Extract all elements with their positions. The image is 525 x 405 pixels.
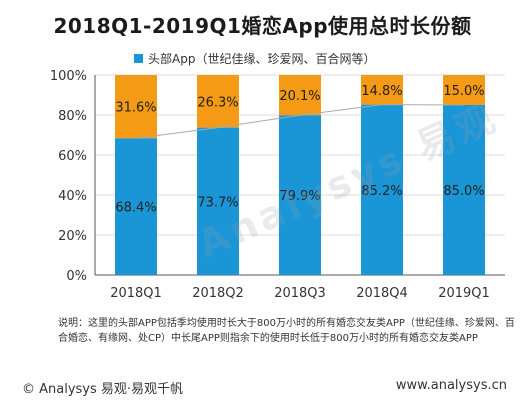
value-label-head: 68.4% (115, 201, 156, 216)
value-label-tail: 14.8% (361, 84, 402, 99)
value-label-head: 79.9% (279, 189, 320, 204)
y-tick-label: 40% (58, 189, 87, 204)
y-tick-label: 0% (66, 269, 87, 284)
bar-tail (361, 75, 403, 105)
x-tick-label: 2018Q4 (356, 286, 408, 301)
x-tick-label: 2019Q1 (438, 286, 490, 301)
stacked-bar-chart: 头部App（世纪佳缘、珍爱网、百合网等） 0%20%40%60%80%100% … (50, 51, 505, 301)
bar-head (115, 138, 157, 275)
legend: 头部App（世纪佳缘、珍爱网、百合网等） (134, 51, 375, 66)
footer-copyright: © Analysys 易观·易观千帆 (22, 382, 184, 397)
bar-head (361, 104, 403, 275)
bar-head (197, 127, 239, 275)
legend-swatch-head (134, 54, 143, 63)
x-axis: 2018Q1 2018Q2 2018Q3 2018Q4 2019Q1 (110, 286, 490, 301)
x-tick-label: 2018Q2 (192, 286, 244, 301)
value-label-head: 73.7% (197, 195, 238, 210)
x-tick-label: 2018Q1 (110, 286, 162, 301)
value-label-head: 85.0% (443, 184, 484, 199)
value-label-tail: 15.0% (443, 84, 484, 99)
bar-tail (443, 75, 485, 105)
y-tick-label: 80% (58, 109, 87, 124)
value-label-head: 85.2% (361, 184, 402, 199)
value-label-tail: 26.3% (197, 95, 238, 110)
bar-tail (115, 75, 157, 139)
bar-tail (279, 75, 321, 116)
value-label-tail: 20.1% (279, 89, 320, 104)
bar-tail (197, 75, 239, 128)
y-tick-label: 20% (58, 229, 87, 244)
y-axis: 0% 20% 40% 60% 80% 100% (50, 69, 505, 284)
bar-head (279, 115, 321, 275)
x-tick-label: 2018Q3 (274, 286, 326, 301)
legend-label-head: 头部App（世纪佳缘、珍爱网、百合网等） (148, 51, 375, 66)
value-label-tail: 31.6% (115, 101, 156, 116)
trend-line (135, 104, 465, 139)
bars (115, 75, 485, 275)
footnote: 说明：这里的头部APP包括季均使用时长大于800万小时的所有婚恋交友类APP（世… (58, 318, 515, 344)
bar-head (443, 105, 485, 275)
footer-website: www.analysys.cn (395, 378, 507, 393)
chart-title: 2018Q1-2019Q1婚恋App使用总时长份额 (53, 14, 472, 38)
trend-path (135, 104, 465, 139)
y-tick-label: 100% (50, 69, 87, 84)
y-tick-label: 60% (58, 149, 87, 164)
value-labels: 68.4% 31.6% 73.7% 26.3% 79.9% 20.1% 85.2% 14.8%… (115, 84, 484, 216)
